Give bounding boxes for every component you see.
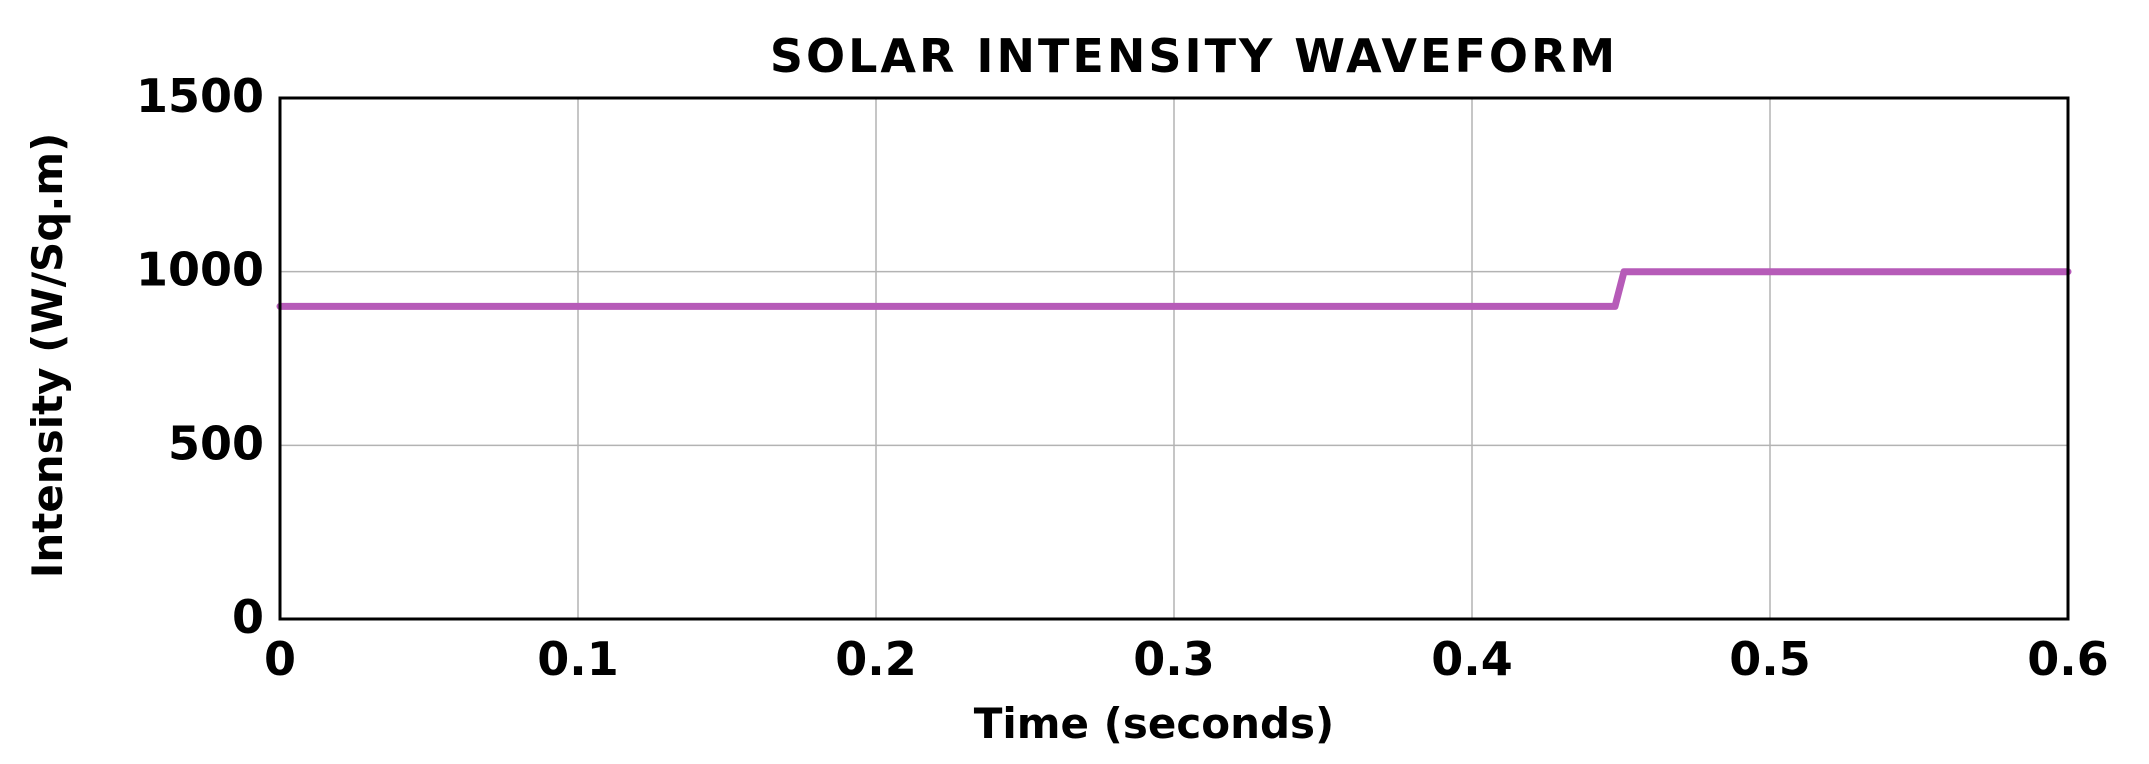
- plot-frame: [278, 96, 2070, 621]
- x-tick-label: 0.3: [1133, 632, 1215, 686]
- data-point: [1615, 306, 1616, 307]
- y-tick-label: 1500: [136, 69, 264, 123]
- y-tick-label: 1000: [136, 243, 264, 297]
- y-tick-label: 0: [232, 590, 264, 644]
- x-tick-label: 0.1: [537, 632, 619, 686]
- x-tick-label: 0.2: [835, 632, 917, 686]
- x-axis-title: Time (seconds): [974, 699, 1335, 748]
- y-axis-title: Intensity (W/Sq.m): [23, 133, 72, 579]
- x-tick-label: 0.5: [1729, 632, 1811, 686]
- y-axis-ticks: 0 500 1000 1500: [136, 69, 264, 644]
- x-tick-label: 0: [264, 632, 296, 686]
- series-layer: [276, 268, 2072, 310]
- series-line: [276, 268, 2072, 310]
- x-tick-label: 0.6: [2027, 632, 2109, 686]
- grid: [280, 98, 2068, 619]
- x-axis-ticks: 0 0.1 0.2 0.3 0.4 0.5 0.6: [264, 632, 2109, 686]
- data-point: [1623, 271, 1624, 272]
- x-tick-label: 0.4: [1431, 632, 1513, 686]
- y-tick-label: 500: [168, 416, 264, 470]
- chart-title: SOLAR INTENSITY WAVEFORM: [770, 29, 1618, 83]
